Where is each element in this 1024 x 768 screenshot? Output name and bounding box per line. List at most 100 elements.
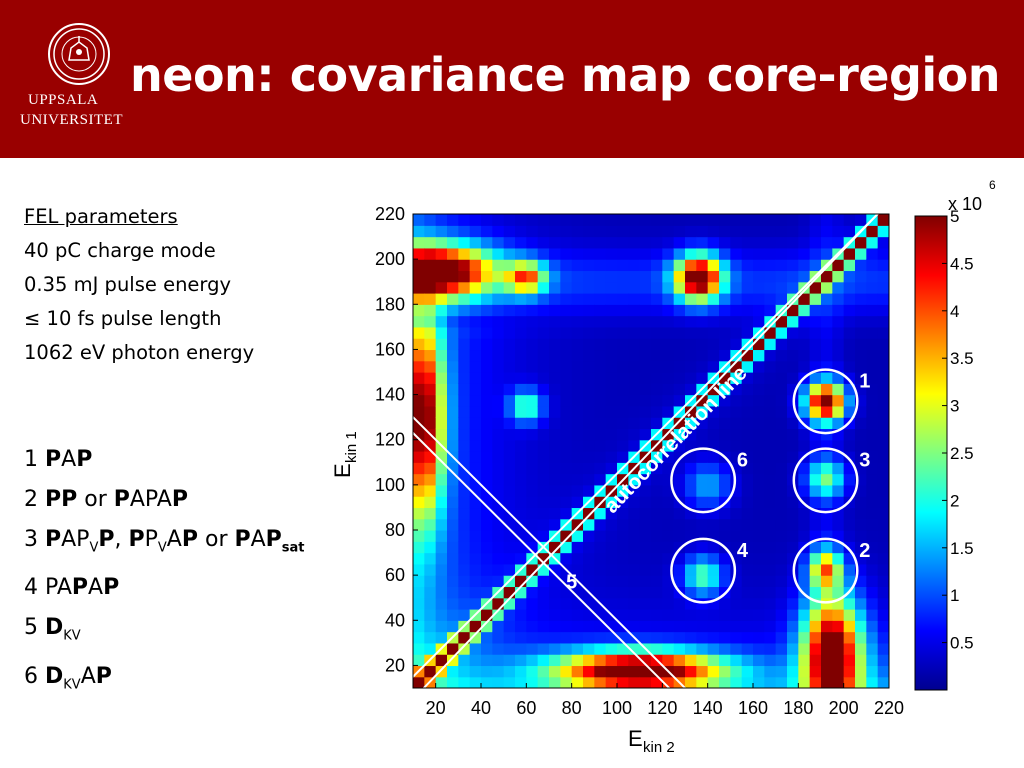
heatmap-cell [594,665,607,678]
heatmap-cell [730,484,743,497]
heatmap-cell [628,214,641,226]
heatmap-cell [458,428,471,441]
heatmap-cell [628,575,641,588]
heatmap-cell [877,270,889,283]
heatmap-cell [662,552,675,565]
heatmap-cell [707,496,720,509]
heatmap-cell [832,225,845,238]
heatmap-cell [503,631,516,644]
heatmap-cell [447,315,459,328]
heatmap-cell [764,484,777,497]
heatmap-cell [481,620,493,633]
heatmap-cell [696,620,709,633]
heatmap-cell [696,349,709,362]
heatmap-cell [492,473,505,486]
heatmap-cell [673,665,686,678]
heatmap-cell [798,676,811,688]
heatmap-cell [503,394,516,407]
heatmap-cell [503,676,516,688]
heatmap-cell [662,349,675,362]
heatmap-cell [832,541,845,554]
heatmap-cell [673,518,686,531]
heatmap-cell [526,496,539,509]
heatmap-cell [492,462,505,475]
heatmap-cell [821,349,833,362]
heatmap-cell [821,394,833,407]
heatmap-cell [855,360,867,373]
heatmap-cell [492,631,505,644]
heatmap-cell [696,236,709,249]
legend-item-number: 6 [24,663,45,689]
heatmap-cell [787,665,799,678]
heatmap-cell [764,405,777,418]
heatmap-cell [843,405,856,418]
heatmap-cell [787,326,799,339]
heatmap-cell [481,236,493,249]
heatmap-cell [594,338,607,351]
heatmap-cell [707,620,720,633]
heatmap-cell [741,507,754,520]
dkv-line-1 [389,409,693,712]
heatmap-cell [605,225,618,238]
heatmap-cell [435,462,448,475]
heatmap-cell [458,609,471,621]
heatmap-cell [515,349,527,362]
heatmap-cell [843,642,856,655]
heatmap-cell [741,326,754,339]
heatmap-cell [628,259,641,272]
heatmap-cell [560,405,573,418]
heatmap-cell [447,372,459,384]
x-tick-label: 120 [647,698,677,718]
heatmap-cell [515,496,527,509]
heatmap-cell [707,349,720,362]
heatmap-cell [673,360,686,373]
heatmap-cell [696,665,709,678]
heatmap-cell [583,462,595,475]
heatmap-cell [696,654,709,667]
legend-item-text: V [157,540,167,556]
heatmap-cell [775,439,788,452]
heatmap-cell [594,247,607,260]
heatmap-cell [843,552,856,565]
heatmap-cell [537,225,550,238]
heatmap-cell [537,428,550,441]
heatmap-cell [662,563,675,576]
heatmap-cell [730,428,743,441]
heatmap-cell [639,586,652,599]
heatmap-cell [866,518,879,531]
feature-circle-6 [670,447,737,514]
heatmap-cell [809,360,822,373]
y-tick-label: 80 [385,520,405,540]
legend-item-text: AP [61,527,90,552]
legend-item-text: P [45,527,62,552]
heatmap-cell [447,597,459,610]
legend-item-text: P [171,487,188,512]
heatmap-cell [560,428,573,441]
heatmap-cell [730,575,743,588]
heatmap-cell [877,451,889,463]
heatmap-cell [526,394,539,407]
heatmap-cell [492,259,505,272]
heatmap-cell [526,665,539,678]
heatmap-cell [639,349,652,362]
heatmap-cell [492,270,505,283]
heatmap-cell [617,214,629,226]
heatmap-cell [447,586,459,599]
heatmap-cell [651,372,663,384]
heatmap-cell [526,236,539,249]
university-logo: UPPSALA UNIVERSITET [20,22,140,140]
heatmap-cell [537,281,550,294]
x-tick-label: 220 [874,698,904,718]
heatmap-cell [707,541,720,554]
heatmap-cell [832,417,845,430]
heatmap-cell [775,236,788,249]
heatmap-cell [730,236,743,249]
heatmap-cell [787,530,799,542]
heatmap-cell [707,428,720,441]
heatmap-cell [775,405,788,418]
heatmap-cell [571,428,584,441]
heatmap-cell [424,383,437,396]
heatmap-cell [775,507,788,520]
heatmap-cell [413,563,425,576]
legend-item-text: P [113,487,130,512]
